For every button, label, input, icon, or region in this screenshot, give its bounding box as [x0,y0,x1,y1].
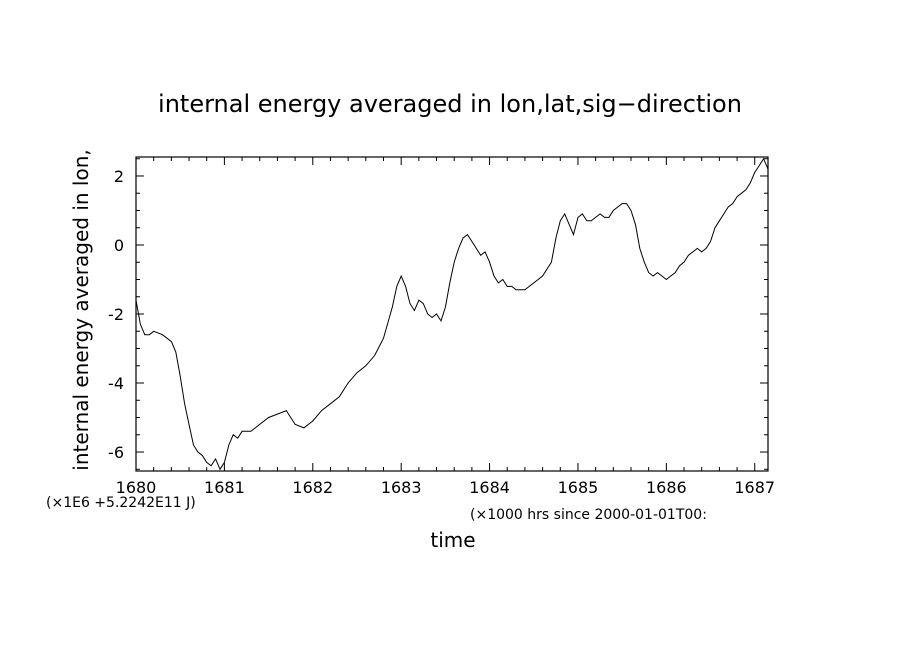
x-tick-label: 1681 [204,478,245,497]
x-tick-label: 1687 [734,478,775,497]
x-tick-label: 1684 [469,478,510,497]
x-tick-label: 1685 [558,478,599,497]
x-tick-label: 1686 [646,478,687,497]
y-scale-note: (×1E6 +5.2242E11 J) [46,495,196,511]
tick-labels: 1680 1681 1682 1683 1684 1685 1686 1687 2 0 -2 -4 -6 [108,167,775,497]
y-tick-label: -4 [108,374,124,393]
chart-title: internal energy averaged in lon,lat,sig−… [158,90,742,118]
x-tick-label: 1683 [381,478,422,497]
y-tick-label: -6 [108,443,124,462]
axis-ticks [135,157,768,471]
x-unit-note: (×1000 hrs since 2000-01-01T00: [470,507,707,523]
y-axis-label: internal energy averaged in lon, [69,149,93,470]
y-tick-label: -2 [108,305,124,324]
y-tick-label: 0 [114,236,124,255]
x-tick-label: 1682 [292,478,333,497]
plot-frame [135,156,769,472]
x-tick-label: 1680 [116,478,157,497]
y-tick-label: 2 [114,167,124,186]
x-axis-label: time [430,528,475,552]
data-line [135,157,769,471]
